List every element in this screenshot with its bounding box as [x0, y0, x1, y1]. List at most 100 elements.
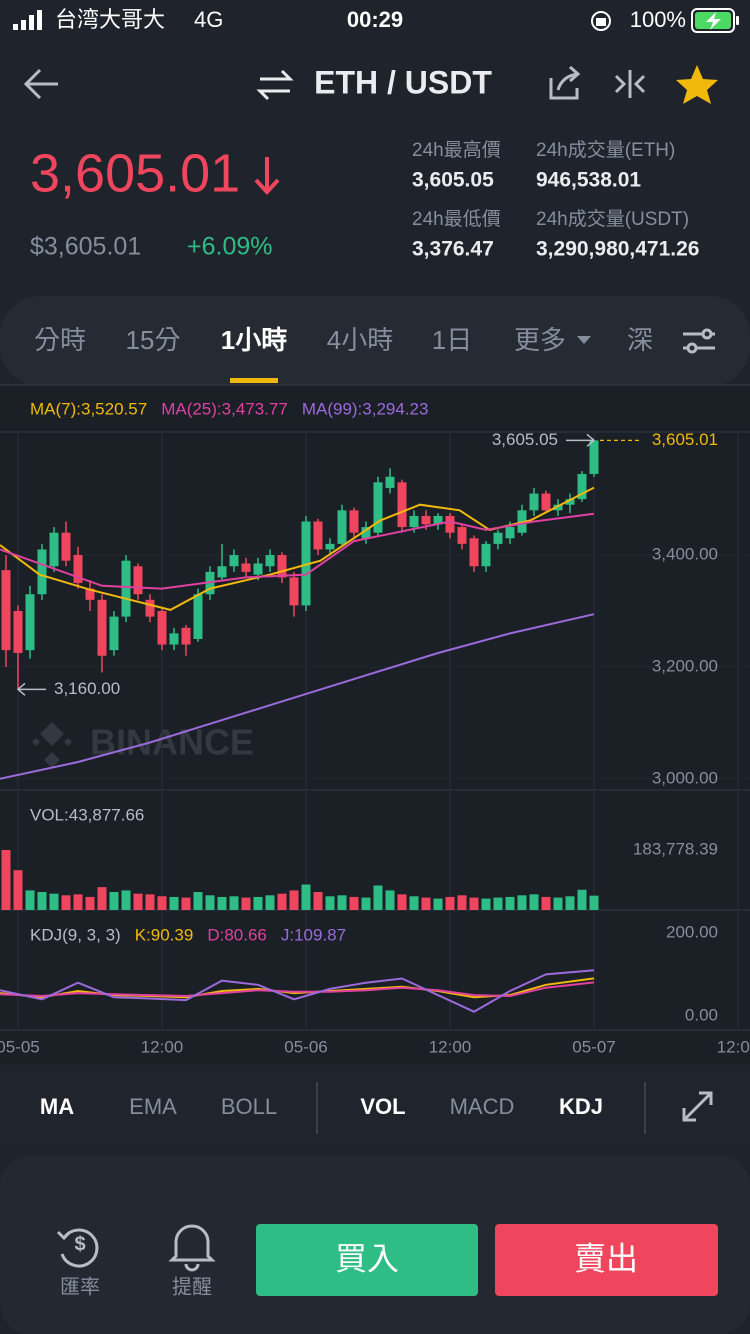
volume-bar [13, 870, 23, 910]
interval-tab[interactable]: 深 [627, 325, 653, 355]
indicator-tab[interactable]: MACD [450, 1094, 515, 1119]
rate-icon[interactable]: $ [56, 1228, 99, 1268]
volume-bar [457, 895, 467, 910]
signal-icon [13, 10, 42, 30]
volume-bar [277, 893, 287, 910]
volume-bar [337, 895, 347, 910]
share-icon[interactable] [549, 65, 581, 100]
candle-body [505, 527, 515, 539]
candle-body [385, 476, 395, 488]
interval-tab[interactable]: 15分 [126, 325, 181, 355]
candle-body [109, 616, 119, 651]
candle-body [145, 599, 155, 617]
indicator-tab[interactable]: BOLL [221, 1094, 277, 1119]
volume-bar [325, 896, 335, 910]
candle-body [13, 611, 23, 653]
indicator-tab-active[interactable]: KDJ [559, 1094, 603, 1119]
interval-tab[interactable]: 更多 [514, 325, 566, 355]
candle-body [421, 515, 431, 525]
candle-body [241, 563, 251, 572]
candle-body [157, 611, 167, 645]
candle-body [37, 549, 47, 595]
volume-bar [577, 889, 587, 910]
candle-body [229, 555, 239, 567]
back-button[interactable] [23, 68, 58, 100]
battery-icon [691, 8, 739, 33]
watermark: BINANCE [90, 722, 254, 763]
change-percent: +6.09% [187, 233, 273, 261]
x-tick-label: 12:00 [141, 1037, 184, 1056]
interval-tab-active[interactable]: 1小時 [221, 325, 287, 355]
volume-bar [205, 895, 215, 910]
interval-tab[interactable]: 4小時 [327, 325, 393, 355]
legend-entry: J:109.87 [281, 925, 346, 944]
dropdown-caret [577, 336, 591, 344]
indicator-tab-active[interactable]: MA [40, 1094, 74, 1119]
stat-label: 24h成交量(USDT) [536, 208, 689, 230]
volume-bar [361, 897, 371, 910]
alert-icon[interactable] [168, 1224, 216, 1272]
x-tick-label: 12:00 [717, 1037, 750, 1056]
sell-button[interactable] [495, 1224, 718, 1296]
volume-bar [397, 894, 407, 910]
volume-bar [349, 896, 359, 910]
volume-bar [25, 890, 35, 910]
stat-label: 24h最低價 [412, 208, 501, 230]
candle-body [577, 473, 587, 500]
candle-body [325, 543, 335, 550]
candle-body [49, 532, 59, 567]
panel-title: VOL:43,877.66 [30, 805, 144, 824]
candle-body [397, 482, 407, 528]
interval-tab[interactable]: 1日 [432, 325, 472, 355]
carrier: 台湾大哥大 [55, 7, 165, 32]
volume-bar [517, 895, 527, 910]
alert-label[interactable]: 提醒 [172, 1275, 212, 1298]
volume-bar [133, 893, 143, 910]
panel-title: KDJ(9, 3, 3) [30, 925, 121, 944]
stat-value: 946,538.01 [536, 169, 641, 192]
volume-bar [37, 892, 47, 910]
rate-label[interactable]: 匯率 [60, 1275, 100, 1298]
interval-tab[interactable]: 分時 [34, 325, 86, 355]
indicator-line [0, 981, 595, 998]
lock-icon [591, 11, 611, 31]
swap-icon[interactable] [256, 69, 294, 101]
candle-body [217, 566, 227, 578]
candle-body [541, 493, 551, 511]
volume-bar [385, 890, 395, 910]
candle-body [289, 577, 299, 606]
volume-bar [73, 894, 83, 910]
settings-icon[interactable] [683, 328, 715, 354]
candle-body [97, 599, 107, 656]
candle-body [469, 538, 479, 567]
buy-button[interactable] [256, 1224, 478, 1296]
compare-icon[interactable] [614, 70, 646, 98]
pair-title: ETH / USDT [314, 64, 492, 100]
candle-body [361, 527, 371, 539]
volume-bar [301, 884, 311, 910]
indicator-tab-active[interactable]: VOL [360, 1094, 405, 1119]
volume-bar [97, 887, 107, 910]
legend-entry: MA(99):3,294.23 [302, 399, 429, 418]
sell-label[interactable]: 賣出 [574, 1240, 638, 1276]
candle-body [433, 515, 443, 525]
usd-price: $3,605.01 [30, 233, 141, 261]
buy-label[interactable]: 買入 [335, 1240, 399, 1276]
volume-bar [409, 896, 419, 910]
indicator-line [0, 613, 595, 780]
battery-level: 100% [630, 7, 686, 32]
fullscreen-icon[interactable] [682, 1091, 713, 1122]
last-price-label: 3,605.01 [652, 430, 718, 449]
volume-bar [169, 896, 179, 910]
candle-body [253, 563, 263, 575]
indicator-tab[interactable]: EMA [129, 1094, 177, 1119]
favorite-star[interactable] [676, 65, 718, 104]
x-tick-label: 05-06 [284, 1037, 327, 1056]
candle-body [565, 499, 575, 505]
candle-body [553, 504, 563, 511]
legend-entry: MA(25):3,473.77 [161, 399, 288, 418]
volume-bar [181, 897, 191, 910]
volume-bar [61, 895, 71, 910]
